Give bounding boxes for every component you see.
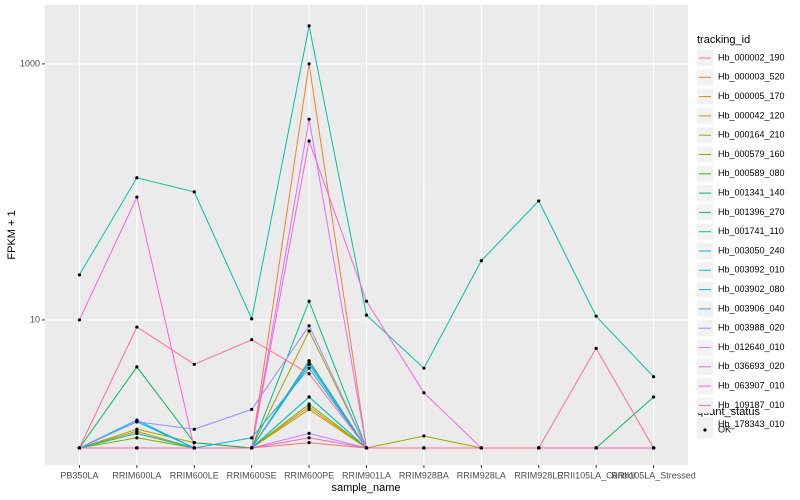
legend-label: Hb_000005_170 [718, 91, 785, 101]
data-point [135, 176, 139, 180]
legend-label: Hb_000579_160 [718, 149, 785, 159]
data-point [307, 441, 311, 445]
legend-label: Hb_109187_010 [718, 400, 785, 410]
data-point [307, 402, 311, 406]
data-point [307, 24, 311, 28]
data-point [307, 139, 311, 143]
legend-label: Hb_003906_040 [718, 303, 785, 313]
legend-title: tracking_id [697, 34, 750, 46]
data-point [651, 395, 656, 399]
legend-label: Hb_178343_010 [718, 419, 785, 429]
data-point [651, 375, 656, 379]
data-point [364, 299, 369, 303]
data-point [594, 314, 598, 318]
data-point [537, 199, 541, 203]
x-tick-label: RRIM600LE [170, 470, 219, 480]
legend-label: Hb_000042_120 [718, 110, 785, 120]
legend-label: Hb_001396_270 [718, 207, 785, 217]
data-point [479, 446, 483, 450]
data-point [307, 407, 311, 412]
legend-label: Hb_063907_010 [718, 380, 785, 390]
data-point [192, 362, 196, 366]
x-tick-label: RRIM928BA [399, 470, 449, 480]
legend-label: Hb_003902_080 [718, 284, 785, 294]
legend-label: Hb_000002_190 [718, 52, 785, 62]
data-point [479, 259, 483, 263]
data-point [135, 427, 139, 431]
x-tick-label: RRIM928LA [457, 470, 506, 480]
legend-label: Hb_001341_140 [718, 187, 785, 197]
data-point [250, 338, 254, 342]
y-tick-label: 1000 [20, 58, 40, 68]
data-point [422, 434, 426, 438]
data-point [135, 431, 139, 435]
point-legend-swatch [703, 428, 707, 432]
x-tick-label: RRIM600SE [227, 470, 277, 480]
data-point [422, 446, 426, 450]
data-point [250, 407, 254, 412]
data-point [307, 299, 311, 303]
data-point [135, 446, 139, 450]
data-point [307, 117, 311, 121]
legend-label: Hb_003092_010 [718, 265, 785, 275]
data-point [307, 405, 311, 409]
x-tick-label: RRIM600PE [284, 470, 334, 480]
data-point [307, 395, 311, 399]
data-point [192, 441, 196, 445]
legend-label: Hb_003988_020 [718, 323, 785, 333]
data-point [307, 366, 311, 370]
data-point [77, 318, 82, 322]
data-point [307, 436, 311, 440]
legend-label: Hb_000589_080 [718, 168, 785, 178]
y-axis-label: FPKM + 1 [6, 210, 18, 259]
legend-label: Hb_036693_020 [718, 361, 785, 371]
data-point [307, 62, 311, 66]
legend-label: Hb_003050_240 [718, 245, 785, 255]
data-point [135, 365, 139, 369]
data-point [250, 436, 254, 440]
data-point [192, 427, 196, 431]
x-tick-label: RRII105LA_Control [557, 470, 635, 480]
data-point [651, 446, 656, 450]
data-point [77, 273, 82, 277]
x-axis-label: sample_name [331, 482, 400, 494]
data-point [192, 446, 196, 450]
data-point [364, 446, 369, 450]
x-tick-label: RRIM901LA [342, 470, 391, 480]
data-point [250, 446, 254, 450]
legend-label: Hb_001741_110 [718, 226, 784, 236]
data-point [135, 436, 139, 440]
data-point [77, 446, 82, 450]
legend-label: Hb_012640_010 [718, 342, 785, 352]
y-tick-label: 10 [30, 314, 40, 324]
data-point [135, 325, 139, 329]
data-point [250, 317, 254, 321]
data-point [307, 324, 311, 328]
data-point [307, 329, 311, 333]
x-tick-label: RRIM928LE [514, 470, 563, 480]
data-point [422, 391, 426, 395]
data-point [594, 446, 598, 450]
data-point [307, 360, 311, 364]
data-point [135, 195, 139, 199]
x-tick-label: RRII105LA_Stressed [611, 470, 696, 480]
x-tick-label: PB350LA [60, 470, 98, 480]
x-tick-label: RRIM600LA [112, 470, 161, 480]
point-legend-label: OK [718, 424, 731, 434]
data-point [364, 313, 369, 317]
data-point [537, 446, 541, 450]
data-point [422, 366, 426, 370]
legend-label: Hb_000164_210 [718, 130, 785, 140]
data-point [135, 420, 139, 424]
data-point [307, 431, 311, 435]
legend-label: Hb_000003_520 [718, 72, 785, 82]
data-point [192, 190, 196, 194]
data-point [594, 346, 598, 350]
data-point [307, 372, 311, 376]
data-point [307, 362, 311, 366]
